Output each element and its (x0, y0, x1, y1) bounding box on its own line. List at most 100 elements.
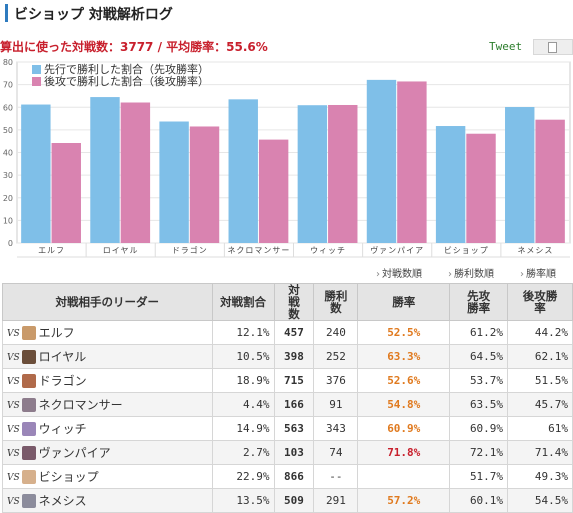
x-tick-label: ネクロマンサー (227, 246, 290, 255)
bar-first (366, 79, 397, 243)
rate-cell: 71.8% (357, 440, 451, 465)
second-rate-cell: 54.5% (507, 488, 573, 513)
leader-cell: VS ドラゴン (2, 368, 213, 393)
sort-label: 対戦数順 (382, 269, 422, 280)
first-rate-cell: 61.2% (449, 320, 509, 345)
share-cell: 2.7% (211, 440, 275, 465)
leader-avatar-icon (21, 445, 36, 460)
leader-name: ネメシス (38, 494, 87, 508)
vs-label: VS (7, 377, 20, 387)
bar-first (435, 126, 466, 243)
header-wins[interactable]: 勝利数 (313, 283, 359, 321)
table-row[interactable]: VS ネメシス 13.5% 509 291 57.2% 60.1% 54.5% (2, 488, 573, 513)
leader-avatar-icon (21, 493, 36, 508)
matches-cell: 509 (273, 488, 315, 513)
legend-label: 先行で勝利した割合（先攻勝率） (44, 62, 209, 76)
second-rate-cell: 45.7% (507, 392, 573, 417)
leader-name: ネクロマンサー (38, 398, 123, 412)
chart: 0 10 20 30 40 50 60 70 80 エルフ ロイヤル ドラゴン ネクロマンサー ウィッチ ヴ… (3, 58, 571, 258)
wins-cell: 74 (313, 440, 359, 465)
y-tick-label: 70 (3, 81, 13, 90)
leader-name: ドラゴン (38, 374, 87, 388)
sort-links: › 対戦数順 › 勝利数順 › 勝率順 (0, 265, 573, 281)
leader-name: ロイヤル (38, 350, 87, 364)
first-rate-cell: 60.1% (449, 488, 509, 513)
leader-avatar-icon (21, 325, 36, 340)
table-row[interactable]: VS ビショップ 22.9% 866 -- 51.7% 49.3% (2, 464, 573, 489)
leader-cell: VS エルフ (2, 320, 213, 345)
share-cell: 14.9% (211, 416, 275, 441)
header-share[interactable]: 対戦割合 (211, 283, 275, 321)
bar-second (189, 126, 220, 243)
x-tick-label: ビショップ (444, 246, 489, 255)
x-tick-label: ロイヤル (103, 246, 139, 255)
matches-cell: 563 (273, 416, 315, 441)
y-tick-label: 60 (3, 103, 13, 112)
header-second-rate[interactable]: 後攻勝率 (507, 283, 573, 321)
share-button[interactable] (533, 39, 573, 55)
bar-second (51, 142, 81, 243)
bar-first (505, 107, 535, 244)
share-cell: 13.5% (211, 488, 275, 513)
sort-by-rate-link[interactable]: › 勝率順 (520, 265, 556, 280)
second-rate-cell: 49.3% (507, 464, 573, 489)
first-rate-cell: 63.5% (449, 392, 509, 417)
leader-cell: VS ウィッチ (2, 416, 213, 441)
table-row[interactable]: VS ウィッチ 14.9% 563 343 60.9% 60.9% 61% (2, 416, 573, 441)
leader-name: ビショップ (38, 470, 99, 484)
matches-cell: 103 (273, 440, 315, 465)
header-matches[interactable]: 対戦数 (273, 283, 315, 321)
second-rate-cell: 61% (507, 416, 573, 441)
sort-arrow-icon: › (520, 269, 524, 280)
leader-avatar-icon (21, 373, 36, 388)
share-cell: 10.5% (211, 344, 275, 369)
vs-label: VS (7, 353, 20, 363)
wins-cell: 291 (313, 488, 359, 513)
vs-label: VS (7, 401, 20, 411)
y-tick-label: 30 (3, 171, 13, 180)
y-tick-label: 10 (3, 216, 13, 225)
header-first-rate[interactable]: 先攻勝率 (449, 283, 509, 321)
matches-cell: 866 (273, 464, 315, 489)
share-cell: 22.9% (211, 464, 275, 489)
leader-name: エルフ (38, 326, 75, 340)
wins-cell: 376 (313, 368, 359, 393)
rate-cell (357, 464, 451, 489)
y-tick-label: 20 (3, 194, 13, 203)
x-tick-label: ドラゴン (172, 245, 208, 255)
second-rate-cell: 71.4% (507, 440, 573, 465)
leader-cell: VS ロイヤル (2, 344, 213, 369)
legend-swatch (32, 65, 41, 74)
leader-cell: VS ネクロマンサー (2, 392, 213, 417)
first-rate-cell: 64.5% (449, 344, 509, 369)
sort-by-matches-link[interactable]: › 対戦数順 (376, 265, 422, 280)
bar-first (297, 105, 328, 243)
vs-label: VS (7, 425, 20, 435)
sort-by-wins-link[interactable]: › 勝利数順 (448, 265, 494, 280)
table-row[interactable]: VS ロイヤル 10.5% 398 252 63.3% 64.5% 62.1% (2, 344, 573, 369)
matches-cell: 457 (273, 320, 315, 345)
table-row[interactable]: VS ドラゴン 18.9% 715 376 52.6% 53.7% 51.5% (2, 368, 573, 393)
table-row[interactable]: VS ヴァンパイア 2.7% 103 74 71.8% 72.1% 71.4% (2, 440, 573, 465)
tweet-link[interactable]: Tweet (489, 40, 523, 53)
table-row[interactable]: VS エルフ 12.1% 457 240 52.5% 61.2% 44.2% (2, 320, 573, 345)
matches-cell: 715 (273, 368, 315, 393)
wins-cell: 343 (313, 416, 359, 441)
legend-swatch (32, 77, 41, 86)
sort-arrow-icon: › (376, 269, 380, 280)
share-cell: 18.9% (211, 368, 275, 393)
document-icon (548, 42, 557, 53)
x-tick-label: ネメシス (517, 246, 553, 255)
leader-cell: VS ネメシス (2, 488, 213, 513)
rate-cell: 52.5% (357, 320, 451, 345)
title-accent-bar (5, 4, 8, 22)
y-tick-label: 0 (8, 239, 13, 248)
table-row[interactable]: VS ネクロマンサー 4.4% 166 91 54.8% 63.5% 45.7% (2, 392, 573, 417)
header-rate[interactable]: 勝率 (357, 283, 451, 321)
leader-avatar-icon (21, 349, 36, 364)
header-leader[interactable]: 対戦相手のリーダー (2, 283, 213, 321)
first-rate-cell: 53.7% (449, 368, 509, 393)
rate-cell: 57.2% (357, 488, 451, 513)
sort-arrow-icon: › (448, 269, 452, 280)
